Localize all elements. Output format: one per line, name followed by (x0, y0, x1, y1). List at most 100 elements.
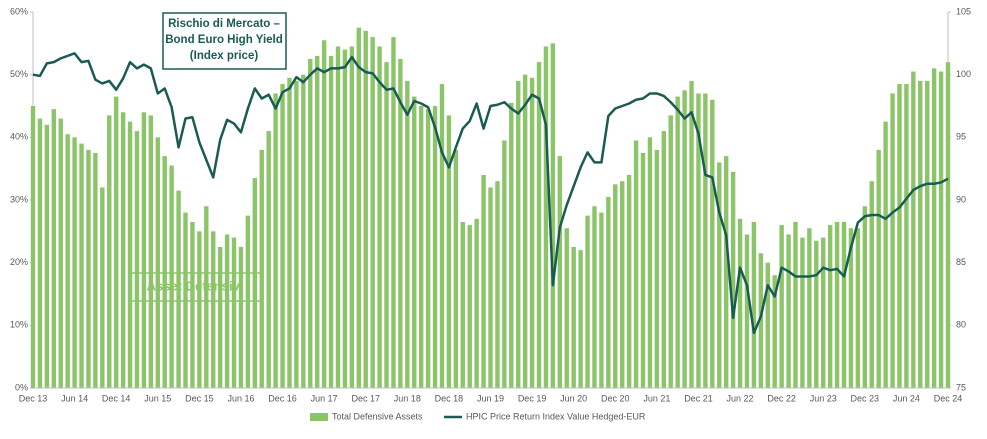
bar (425, 109, 431, 388)
bar (640, 153, 646, 388)
bar (550, 43, 556, 388)
bar (481, 174, 486, 388)
annotation: Rischio di Mercato – Bond Euro High Yield… (165, 18, 283, 62)
x-tick-label: Jun 20 (560, 393, 587, 403)
bar (723, 156, 729, 388)
bar (827, 225, 833, 388)
bar (107, 115, 112, 389)
bar (363, 30, 368, 389)
y2-tick-label: 85 (956, 257, 966, 267)
x-tick-label: Dec 22 (767, 393, 796, 403)
bar (37, 118, 43, 389)
bar (301, 74, 306, 389)
bar (176, 190, 181, 388)
bar (211, 231, 216, 388)
bar (918, 80, 923, 388)
bar (72, 137, 77, 388)
bar (744, 234, 750, 388)
bar (647, 137, 653, 388)
bar (183, 212, 188, 388)
bar (758, 253, 764, 388)
bar (717, 162, 722, 388)
x-tick-label: Dec 19 (518, 393, 547, 403)
x-tick-label: Jun 15 (144, 393, 171, 403)
bar (675, 96, 680, 388)
bar (807, 228, 812, 388)
bar (793, 221, 798, 388)
bar (384, 62, 389, 389)
bar (467, 225, 472, 388)
bar (772, 275, 777, 388)
bar (613, 184, 618, 388)
bar (502, 140, 507, 388)
bar (821, 237, 826, 388)
bar (127, 121, 133, 389)
bar (786, 234, 791, 388)
y-tick-label: 0% (15, 382, 28, 392)
bar (370, 37, 375, 389)
bar (93, 153, 98, 388)
x-tick-label: Dec 24 (934, 393, 963, 403)
bar (86, 149, 91, 388)
bar (287, 77, 292, 389)
bar (606, 196, 611, 388)
bar (321, 40, 327, 388)
x-tick-label: Dec 14 (102, 393, 131, 403)
bar (911, 71, 916, 389)
bar (391, 37, 396, 389)
bar (141, 112, 147, 389)
bar (44, 124, 50, 389)
line (32, 52, 949, 335)
bar (834, 221, 840, 388)
bar (557, 156, 563, 388)
bar (620, 181, 625, 388)
legend-label: HPIC Price Return Index Value Hedged-EUR (466, 411, 646, 421)
bar (51, 109, 56, 388)
annotation-box (162, 12, 287, 70)
bar (855, 228, 861, 388)
bar (259, 149, 264, 388)
bar (897, 84, 902, 389)
bar (217, 247, 223, 388)
bar (869, 181, 874, 388)
bar (273, 93, 278, 388)
x-tick-label: Jun 21 (643, 393, 670, 403)
y-tick-label: 50% (10, 69, 28, 79)
bar (432, 106, 438, 388)
annotation-text: Asset Defensivi (147, 278, 244, 293)
bar (162, 156, 167, 388)
x-tick-label: Jun 19 (477, 393, 504, 403)
bar (294, 80, 299, 388)
x-tick-label: Jun 16 (227, 393, 254, 403)
bar (30, 106, 36, 388)
y-tick-label: 40% (10, 132, 28, 142)
bar (945, 62, 951, 389)
bar (356, 27, 361, 389)
bar (79, 143, 84, 388)
bar (876, 149, 881, 388)
bar (398, 59, 403, 388)
legend-swatch (310, 413, 328, 421)
bar (654, 149, 660, 388)
bar (779, 225, 784, 388)
bar (522, 74, 528, 389)
bar (529, 77, 535, 389)
y2-tick-label: 80 (956, 320, 966, 330)
bar (536, 62, 542, 389)
bar (197, 231, 202, 388)
annotation-text: (Index price) (190, 50, 259, 62)
bar (516, 80, 521, 388)
bar (592, 206, 597, 388)
x-tick-label: Dec 15 (185, 393, 214, 403)
annotation: Asset Defensivi (147, 278, 244, 293)
x-tick-label: Jun 18 (394, 393, 421, 403)
bar (848, 228, 854, 388)
bar (148, 115, 154, 389)
bar (65, 134, 70, 388)
bar (633, 140, 639, 388)
bar (134, 131, 140, 389)
bar (252, 178, 258, 388)
bar (682, 90, 687, 388)
bar (446, 115, 452, 389)
y2-tick-label: 95 (956, 132, 966, 142)
